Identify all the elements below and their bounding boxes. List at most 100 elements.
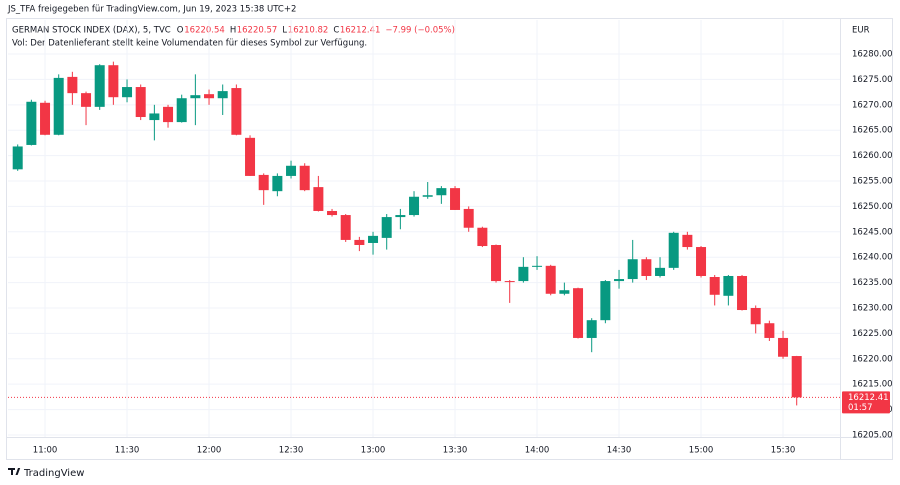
candle-body — [190, 95, 201, 99]
candle-body — [518, 266, 529, 282]
candle-body — [40, 102, 51, 135]
candle — [313, 175, 324, 212]
candle-body — [764, 323, 775, 338]
candle — [67, 71, 78, 105]
candle — [381, 214, 392, 250]
x-tick-label: 15:30 — [771, 446, 796, 456]
brand: TradingView — [23, 468, 84, 479]
candle-body — [586, 320, 597, 338]
header-change: −7.99 (−0.05%) — [385, 26, 455, 36]
logo-icon — [8, 468, 21, 475]
candle — [532, 256, 543, 270]
candle — [108, 61, 119, 105]
candle — [122, 79, 133, 103]
candle — [231, 84, 242, 136]
candle — [791, 355, 802, 406]
candle — [641, 257, 652, 281]
candle-body — [723, 275, 734, 296]
candle — [600, 280, 611, 324]
x-tick-label: 12:30 — [279, 446, 304, 456]
candle — [272, 173, 283, 197]
y-tick-label: 16270.00 — [852, 100, 893, 110]
y-tick-label: 16260.00 — [852, 151, 893, 161]
candle-body — [532, 265, 543, 267]
candle — [204, 89, 215, 105]
y-tick-label: 16255.00 — [852, 177, 893, 187]
candle — [190, 74, 201, 126]
candle-body — [258, 174, 269, 191]
x-tick-label: 11:00 — [33, 446, 58, 456]
y-tick-label: 16240.00 — [852, 253, 893, 263]
candle — [217, 84, 228, 115]
candle — [422, 182, 433, 199]
x-tick-label: 13:30 — [443, 446, 468, 456]
x-tick-label: 14:00 — [525, 446, 550, 456]
candle — [436, 186, 447, 204]
header-h-value: 16220.57 — [237, 26, 278, 36]
candle-body — [313, 187, 324, 211]
candle-body — [545, 265, 556, 294]
candle-body — [354, 239, 365, 246]
share-text: JS_TFA freigegeben für TradingView.com, … — [7, 5, 296, 15]
candle — [12, 144, 23, 171]
header-c-label: C — [333, 26, 339, 36]
y-tick-label: 16215.00 — [852, 380, 893, 390]
candle-body — [791, 356, 802, 398]
candle-body — [655, 267, 666, 276]
candle-body — [668, 232, 679, 268]
candle — [573, 287, 584, 339]
y-tick-label: 16280.00 — [852, 50, 893, 60]
candle — [778, 330, 789, 359]
legend-header: GERMAN STOCK INDEX (DAX), 5, TVC — [12, 26, 171, 36]
candle-body — [67, 76, 78, 94]
header-l-label: L — [282, 26, 287, 36]
candle-body — [53, 77, 64, 135]
candle-body — [737, 275, 748, 311]
candle-body — [327, 210, 338, 216]
volume-note: Vol: Der Datenlieferant stellt keine Vol… — [12, 39, 367, 49]
y-tick-label: 16265.00 — [852, 126, 893, 136]
candle — [135, 84, 146, 121]
header-c-value: 16212.41 — [340, 26, 381, 36]
candle-body — [709, 277, 720, 295]
chart-frame — [6, 18, 893, 460]
candle — [286, 160, 297, 179]
candle-body — [559, 290, 570, 294]
y-tick-label: 16230.00 — [852, 303, 893, 313]
candle — [682, 231, 693, 250]
candle — [94, 64, 105, 110]
candle-body — [614, 279, 625, 282]
candle-body — [204, 94, 215, 99]
candle — [504, 280, 515, 303]
candle — [340, 214, 351, 242]
currency: EUR — [852, 26, 870, 36]
candle — [709, 274, 720, 306]
header-l-value: 16210.82 — [288, 26, 329, 36]
candle — [723, 274, 734, 306]
candle — [354, 236, 365, 252]
candle-body — [641, 259, 652, 276]
candle — [258, 173, 269, 205]
candle-body — [340, 215, 351, 240]
candle-body — [217, 91, 228, 99]
symbol: GERMAN STOCK INDEX (DAX), 5, TVC — [12, 26, 171, 36]
last-price-box — [842, 391, 890, 414]
candle-body — [504, 281, 515, 283]
countdown: 01:57 — [848, 403, 873, 413]
candle-body — [299, 165, 310, 191]
candle-body — [149, 113, 160, 121]
candle — [491, 244, 502, 283]
candle — [409, 191, 420, 217]
candle-body — [778, 337, 789, 357]
candle — [395, 208, 406, 230]
candle-body — [94, 65, 105, 107]
candle-body — [750, 307, 761, 325]
candle — [750, 305, 761, 334]
candle-body — [26, 101, 37, 145]
candle — [299, 163, 310, 192]
candle — [53, 74, 64, 136]
candle — [245, 135, 256, 176]
candle-body — [12, 146, 23, 170]
y-tick-label: 16205.00 — [852, 430, 893, 440]
